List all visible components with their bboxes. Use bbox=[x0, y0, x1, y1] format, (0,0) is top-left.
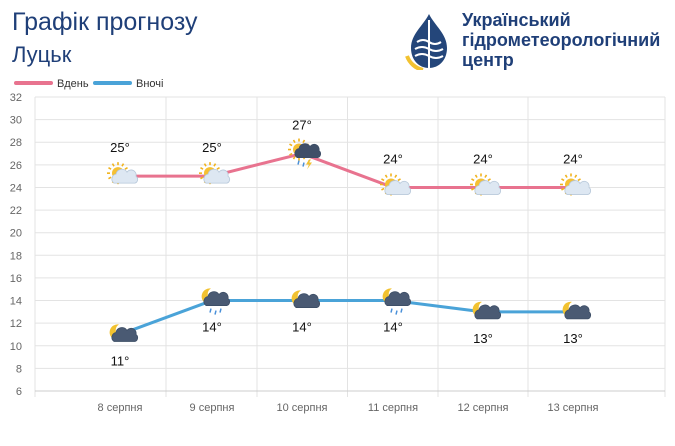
y-tick-label: 24 bbox=[10, 182, 22, 194]
y-tick-label: 32 bbox=[10, 92, 22, 104]
chart-title: Графік прогнозу bbox=[12, 8, 198, 36]
day-temperature-label: 27° bbox=[292, 118, 312, 133]
night-temperature-label: 13° bbox=[563, 331, 583, 346]
night-temperature-label: 14° bbox=[383, 320, 403, 335]
legend-label: Вночі bbox=[136, 78, 163, 90]
moon-rain-icon bbox=[201, 288, 231, 315]
sun-cloud-icon bbox=[199, 162, 231, 185]
legend-label: Вдень bbox=[57, 78, 89, 90]
y-tick-label: 12 bbox=[10, 318, 22, 330]
moon-cloud-icon bbox=[562, 301, 592, 320]
x-tick-label: 12 серпня bbox=[457, 402, 508, 414]
org-line-1: Український bbox=[462, 10, 571, 30]
y-tick-label: 14 bbox=[10, 296, 22, 308]
sun-cloud-icon bbox=[107, 162, 139, 185]
moon-cloud-icon bbox=[472, 301, 502, 320]
org-line-3: центр bbox=[462, 50, 514, 70]
y-tick-label: 18 bbox=[10, 250, 22, 262]
moon-rain-icon bbox=[382, 288, 412, 315]
uhmc-logo-icon bbox=[405, 14, 447, 70]
day-temperature-label: 24° bbox=[473, 151, 493, 166]
day-temperature-label: 25° bbox=[110, 140, 130, 155]
y-tick-label: 10 bbox=[10, 341, 22, 353]
day-temperature-label: 24° bbox=[383, 151, 403, 166]
org-line-2: гідрометеорологічний bbox=[462, 30, 661, 50]
x-tick-label: 11 серпня bbox=[368, 402, 418, 414]
y-tick-label: 8 bbox=[16, 363, 22, 375]
sun-thunderstorm-icon bbox=[288, 138, 322, 170]
moon-cloud-icon bbox=[291, 290, 321, 308]
night-temperature-label: 11° bbox=[111, 353, 130, 368]
moon-cloud-icon bbox=[109, 324, 139, 342]
night-temperature-label: 14° bbox=[292, 320, 312, 335]
city-name: Луцьк bbox=[12, 42, 72, 67]
x-tick-label: 8 серпня bbox=[98, 402, 143, 414]
sun-cloud-icon bbox=[560, 173, 592, 196]
x-tick-label: 9 серпня bbox=[190, 402, 235, 414]
organization-name: Український гідрометеорологічний центр bbox=[462, 10, 672, 70]
y-tick-label: 16 bbox=[10, 273, 22, 285]
series-line-night bbox=[119, 299, 573, 336]
sun-cloud-icon bbox=[470, 173, 502, 196]
x-tick-label: 10 серпня bbox=[276, 402, 327, 414]
sun-cloud-icon bbox=[380, 173, 412, 196]
x-tick-label: 13 серпня bbox=[547, 402, 598, 414]
y-tick-label: 26 bbox=[10, 160, 22, 172]
y-tick-label: 28 bbox=[10, 137, 22, 149]
series-line-day bbox=[120, 152, 573, 189]
night-temperature-label: 14° bbox=[202, 320, 222, 335]
night-temperature-label: 13° bbox=[473, 331, 493, 346]
day-temperature-label: 25° bbox=[202, 140, 222, 155]
y-tick-label: 6 bbox=[16, 386, 22, 398]
y-tick-label: 30 bbox=[10, 115, 22, 127]
y-tick-label: 20 bbox=[10, 228, 22, 240]
y-tick-label: 22 bbox=[10, 205, 22, 217]
day-temperature-label: 24° bbox=[563, 151, 583, 166]
